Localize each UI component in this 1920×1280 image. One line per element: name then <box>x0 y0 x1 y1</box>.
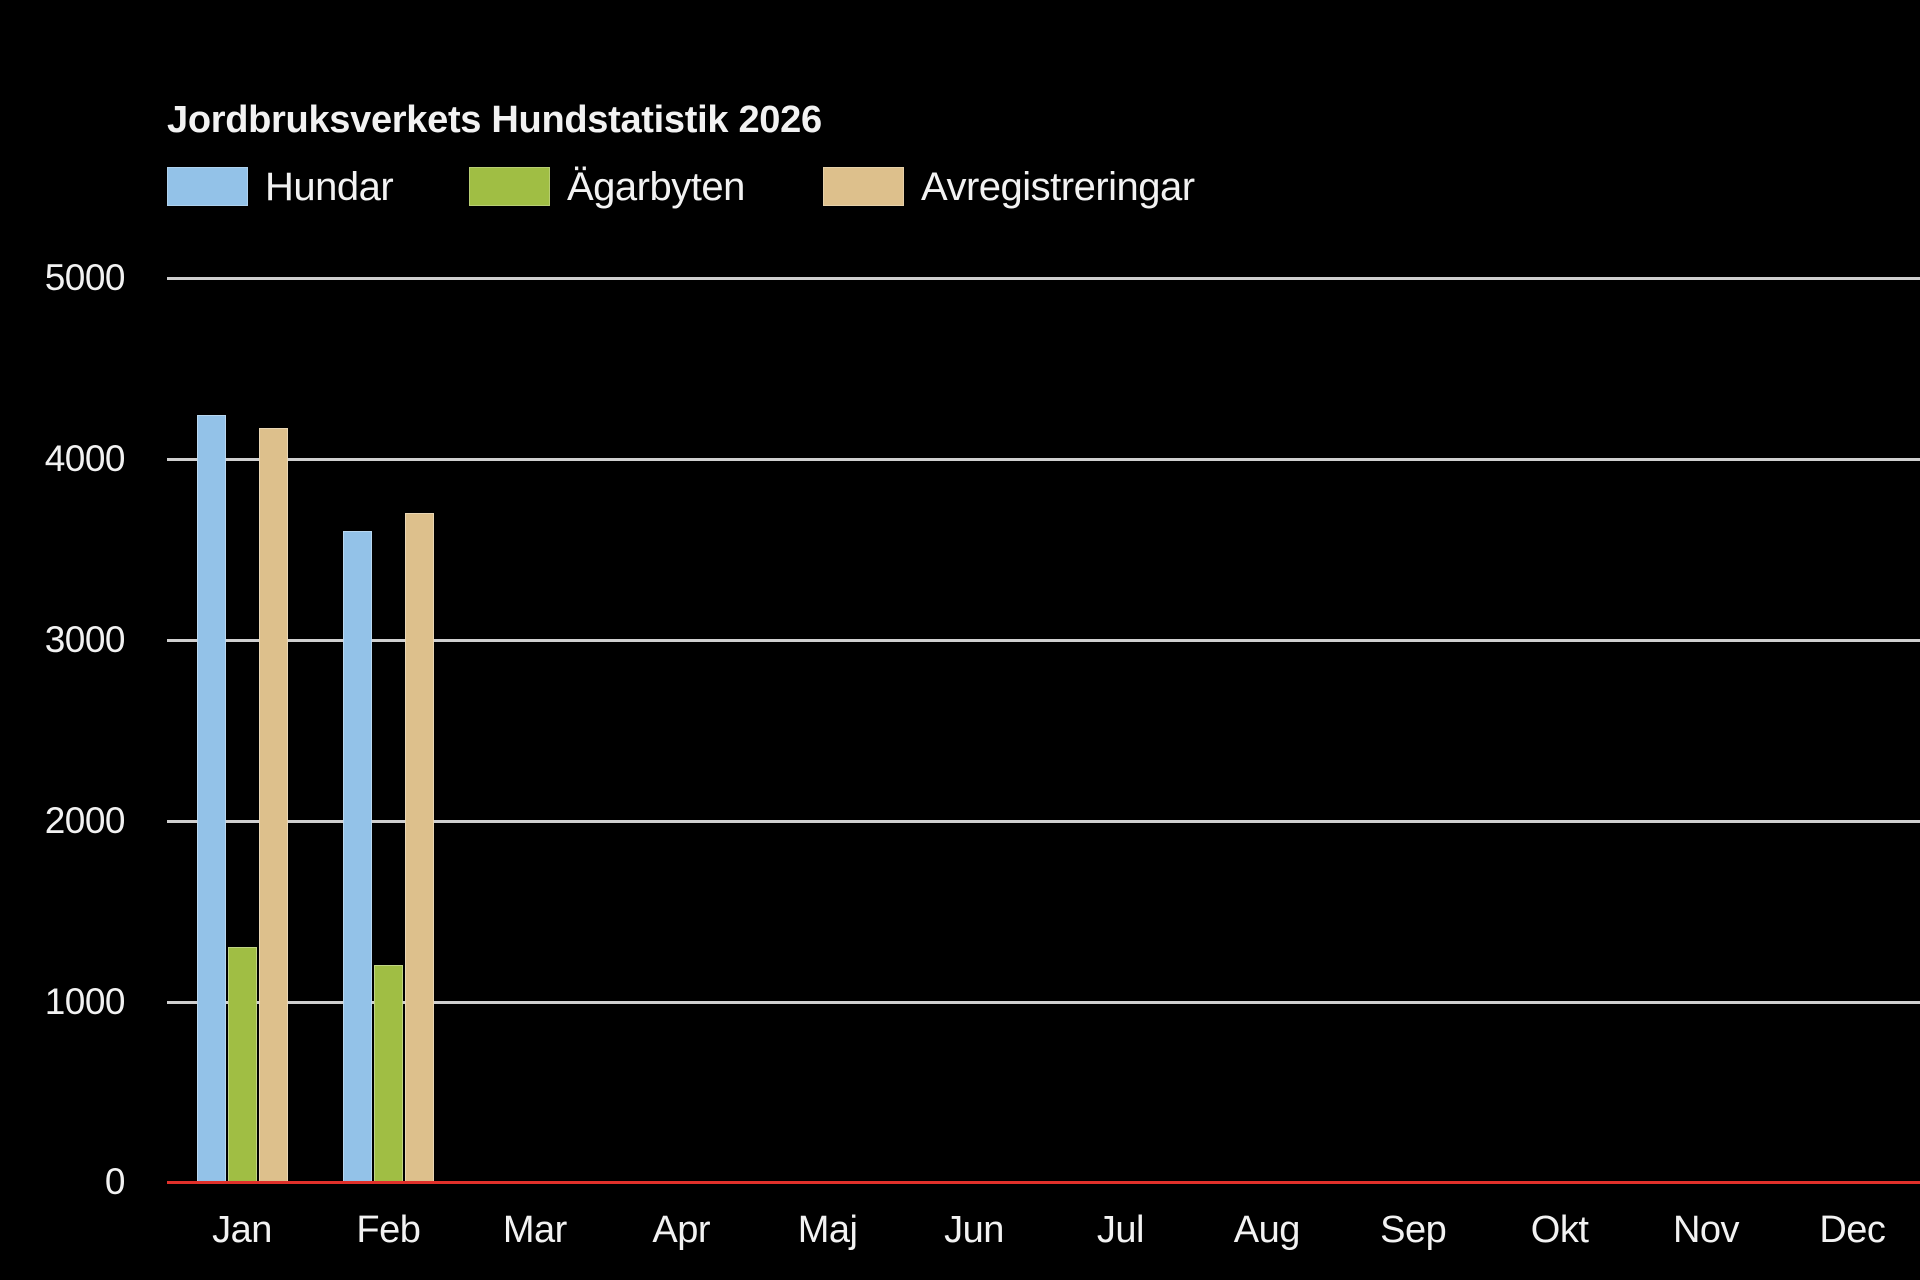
legend-swatch-agarbyten <box>469 167 550 206</box>
y-tick-label: 0 <box>104 1161 126 1202</box>
x-tick-label: Aug <box>1233 1209 1301 1251</box>
gridline-4000 <box>167 458 1920 461</box>
x-tick-label: Nov <box>1672 1209 1740 1251</box>
x-tick-label: Mar <box>502 1209 567 1251</box>
x-tick-label: Sep <box>1380 1209 1447 1251</box>
legend-label: Avregistreringar <box>921 165 1195 209</box>
bar-avregistreringar-jan <box>258 428 288 1182</box>
x-tick-label: Maj <box>797 1209 858 1251</box>
chart-title: Jordbruksverkets Hundstatistik 2026 <box>167 99 822 141</box>
bar-garbyten-feb <box>373 965 403 1182</box>
legend-label: Hundar <box>265 165 394 209</box>
x-tick-label: Feb <box>356 1209 421 1251</box>
bar-avregistreringar-feb <box>404 513 434 1182</box>
x-axis-line <box>167 1181 1920 1184</box>
y-tick-label: 5000 <box>44 257 126 298</box>
y-tick-label: 2000 <box>44 800 126 841</box>
x-tick-label: Apr <box>652 1209 710 1251</box>
x-tick-label: Dec <box>1819 1209 1886 1251</box>
legend-label: Ägarbyten <box>567 165 745 209</box>
bar-hundar-feb <box>342 531 372 1182</box>
gridline-2000 <box>167 820 1920 823</box>
gridline-1000 <box>167 1001 1920 1004</box>
gridline-3000 <box>167 639 1920 642</box>
gridline-5000 <box>167 277 1920 280</box>
bar-garbyten-jan <box>227 946 257 1182</box>
y-tick-label: 3000 <box>44 619 126 660</box>
y-tick-label: 4000 <box>44 438 126 479</box>
x-tick-label: Jul <box>1096 1209 1145 1251</box>
legend-swatch-avregistreringar <box>823 167 904 206</box>
bar-hundar-jan <box>196 415 226 1182</box>
x-tick-label: Jun <box>944 1209 1004 1251</box>
y-tick-label: 1000 <box>44 981 126 1022</box>
x-tick-label: Jan <box>212 1209 272 1251</box>
x-tick-label: Okt <box>1530 1209 1589 1251</box>
legend-swatch-hundar <box>167 167 248 206</box>
